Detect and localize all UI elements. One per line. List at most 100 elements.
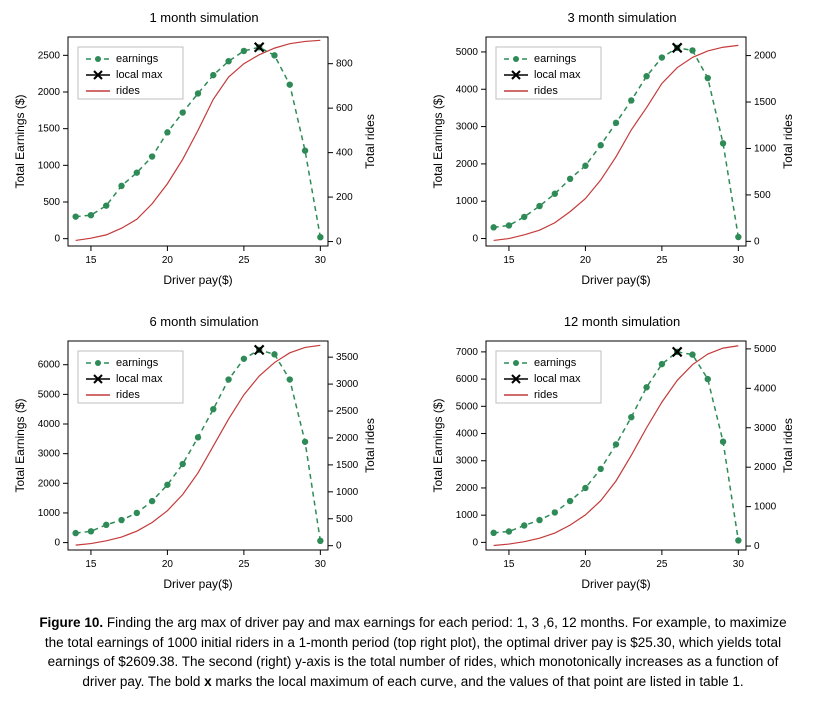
svg-text:4000: 4000	[456, 84, 479, 95]
chart-svg-6: 15 20 25 30 0 1000 2000 3000 4000 5000 6000 0 500 100…	[10, 333, 380, 598]
svg-text:5000: 5000	[754, 344, 777, 355]
svg-text:20: 20	[580, 559, 592, 570]
svg-text:earnings: earnings	[534, 357, 577, 369]
svg-text:3000: 3000	[336, 379, 359, 390]
svg-text:2000: 2000	[754, 51, 777, 62]
svg-text:rides: rides	[534, 389, 558, 401]
svg-text:2500: 2500	[38, 50, 61, 61]
svg-text:20: 20	[580, 255, 592, 266]
svg-text:earnings: earnings	[534, 53, 577, 65]
svg-text:25: 25	[238, 255, 250, 266]
svg-text:0: 0	[472, 537, 478, 548]
panel-12month: 12 month simulation 15 20 25 30 0 1000 2000 300…	[428, 314, 816, 598]
chart-svg-3: 15 20 25 30 0 1000 2000 3000 4000 5000 0 500 1000 150…	[428, 29, 798, 294]
svg-text:4000: 4000	[754, 383, 777, 394]
svg-text:Total rides: Total rides	[781, 114, 795, 169]
svg-text:Driver pay($): Driver pay($)	[581, 577, 650, 591]
svg-text:0: 0	[54, 538, 60, 549]
svg-text:Driver pay($): Driver pay($)	[163, 577, 232, 591]
svg-text:20: 20	[162, 559, 174, 570]
svg-text:30: 30	[315, 559, 327, 570]
svg-text:30: 30	[315, 255, 327, 266]
svg-text:15: 15	[503, 559, 515, 570]
svg-text:7000: 7000	[456, 347, 479, 358]
chart-svg-1: 1520253005001000150020002500020040060080…	[10, 29, 380, 294]
panel-1month: 1 month simulation 152025300500100015002…	[10, 10, 398, 294]
panel-3month: 3 month simulation 152025300100020003000…	[428, 10, 816, 294]
svg-text:0: 0	[754, 236, 760, 247]
svg-text:3000: 3000	[456, 456, 479, 467]
figure-caption: Figure 10. Finding the arg max of driver…	[10, 613, 816, 691]
svg-text:1500: 1500	[336, 460, 359, 471]
svg-text:800: 800	[336, 59, 353, 70]
svg-text:Driver pay($): Driver pay($)	[163, 273, 232, 287]
svg-text:1000: 1000	[336, 487, 359, 498]
svg-text:Total rides: Total rides	[363, 418, 377, 473]
svg-text:1500: 1500	[38, 124, 61, 135]
svg-text:Total Earnings ($): Total Earnings ($)	[13, 398, 27, 492]
svg-text:4000: 4000	[38, 419, 61, 430]
svg-text:2500: 2500	[336, 406, 359, 417]
svg-text:200: 200	[336, 192, 353, 203]
panel-title: 12 month simulation	[428, 314, 816, 329]
svg-text:earnings: earnings	[116, 357, 159, 369]
svg-text:600: 600	[336, 103, 353, 114]
svg-text:30: 30	[733, 255, 745, 266]
svg-text:500: 500	[754, 190, 771, 201]
svg-text:rides: rides	[116, 389, 140, 401]
svg-text:400: 400	[336, 148, 353, 159]
svg-text:3000: 3000	[38, 449, 61, 460]
caption-bold-x: x	[204, 674, 212, 689]
svg-text:5000: 5000	[456, 401, 479, 412]
svg-text:2000: 2000	[336, 433, 359, 444]
svg-text:Total rides: Total rides	[363, 114, 377, 169]
svg-text:Total Earnings ($): Total Earnings ($)	[431, 94, 445, 188]
svg-text:1000: 1000	[754, 143, 777, 154]
svg-text:5000: 5000	[456, 47, 479, 58]
svg-text:Driver pay($): Driver pay($)	[581, 273, 650, 287]
panel-title: 1 month simulation	[10, 10, 398, 25]
svg-text:Total Earnings ($): Total Earnings ($)	[431, 398, 445, 492]
svg-text:500: 500	[43, 197, 60, 208]
svg-text:rides: rides	[534, 85, 558, 97]
svg-text:earnings: earnings	[116, 53, 159, 65]
svg-text:25: 25	[656, 255, 668, 266]
svg-text:local max: local max	[534, 69, 581, 81]
svg-text:6000: 6000	[38, 360, 61, 371]
caption-text-2: marks the local maximum of each curve, a…	[212, 674, 744, 689]
svg-text:Total rides: Total rides	[781, 418, 795, 473]
svg-text:20: 20	[162, 255, 174, 266]
svg-text:5000: 5000	[38, 389, 61, 400]
panel-6month: 6 month simulation 15 20 25 30 0 1000 2000 3000…	[10, 314, 398, 598]
svg-text:0: 0	[54, 234, 60, 245]
svg-text:500: 500	[336, 514, 353, 525]
chart-svg-12: 1520253001000200030004000500060007000010…	[428, 333, 798, 598]
svg-text:0: 0	[336, 541, 342, 552]
svg-text:local max: local max	[534, 373, 581, 385]
svg-text:3000: 3000	[754, 423, 777, 434]
svg-text:2000: 2000	[38, 478, 61, 489]
svg-text:1000: 1000	[38, 508, 61, 519]
svg-text:0: 0	[754, 541, 760, 552]
chart-grid: 1 month simulation 152025300500100015002…	[10, 10, 816, 598]
svg-text:30: 30	[733, 559, 745, 570]
svg-text:Total Earnings ($): Total Earnings ($)	[13, 94, 27, 188]
caption-fig-label: Figure 10.	[39, 615, 103, 630]
svg-text:2000: 2000	[38, 87, 61, 98]
svg-text:1000: 1000	[456, 510, 479, 521]
svg-text:6000: 6000	[456, 374, 479, 385]
svg-text:2000: 2000	[754, 462, 777, 473]
svg-text:1000: 1000	[456, 196, 479, 207]
svg-text:2000: 2000	[456, 483, 479, 494]
svg-text:25: 25	[238, 559, 250, 570]
panel-title: 6 month simulation	[10, 314, 398, 329]
svg-text:25: 25	[656, 559, 668, 570]
svg-text:1000: 1000	[38, 160, 61, 171]
svg-text:15: 15	[503, 255, 515, 266]
svg-text:0: 0	[336, 237, 342, 248]
svg-text:1500: 1500	[754, 97, 777, 108]
svg-text:15: 15	[85, 559, 97, 570]
svg-text:4000: 4000	[456, 429, 479, 440]
svg-text:0: 0	[472, 234, 478, 245]
svg-text:3000: 3000	[456, 122, 479, 133]
